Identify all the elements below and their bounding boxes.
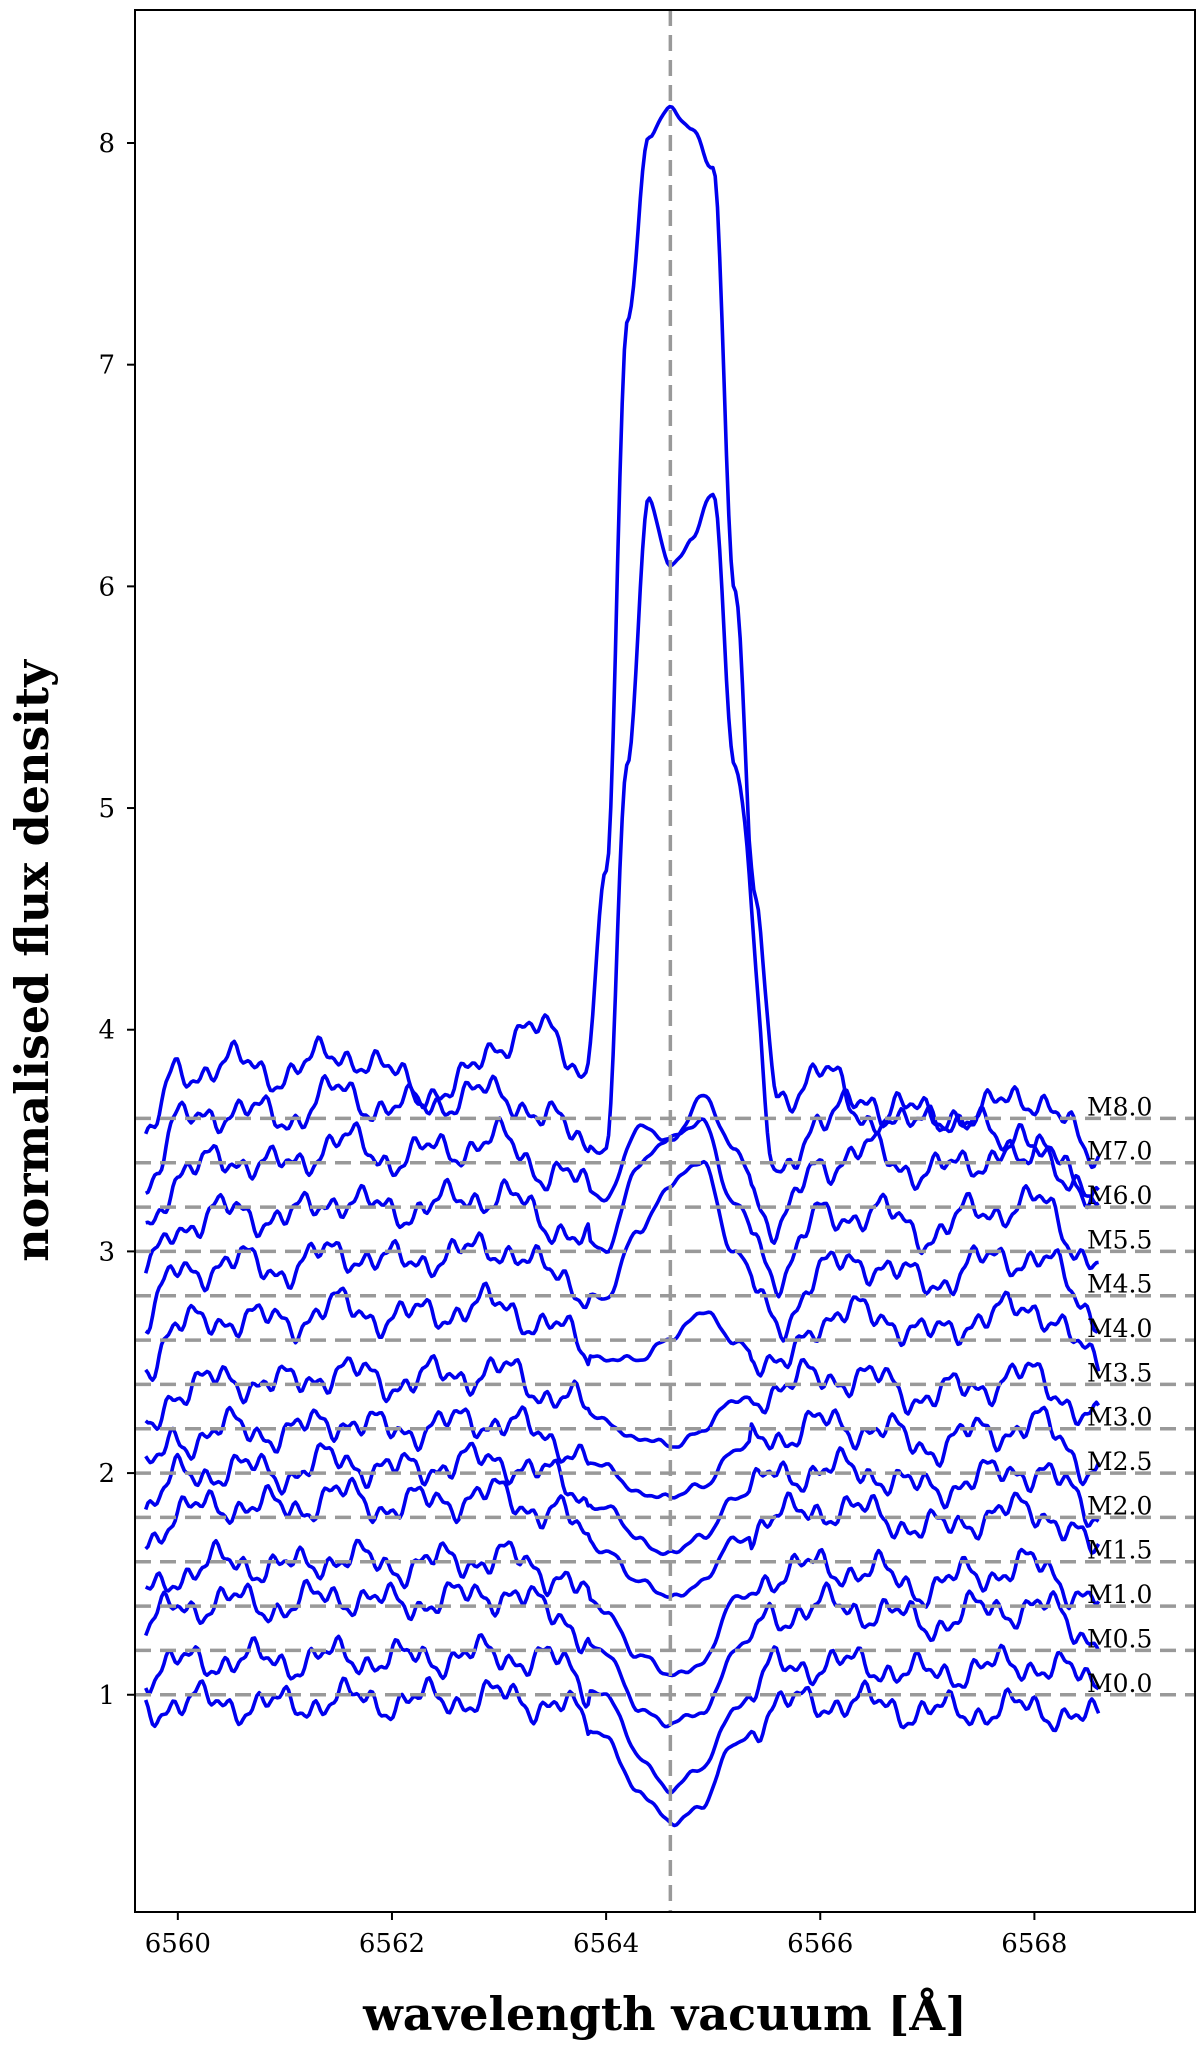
y-tick-label: 1 <box>98 1681 115 1711</box>
series-label-m6-0: M6.0 <box>1087 1181 1152 1210</box>
x-tick-label: 6564 <box>573 1929 639 1959</box>
series-label-m4-5: M4.5 <box>1087 1270 1152 1299</box>
series-layer <box>143 104 1101 1828</box>
series-label-m2-5: M2.5 <box>1087 1447 1152 1476</box>
spectrum-line-m3-0 <box>144 1405 1101 1500</box>
y-axis-label: normalised flux density <box>5 659 59 1262</box>
x-tick-label: 6566 <box>787 1929 853 1959</box>
series-labels-layer: M0.0 M0.5 M1.0 M1.5 M2.0 M2.5 M3.0 M3.5 M4.0 M4.5… <box>1087 1092 1152 1697</box>
offset-lines-layer <box>135 1116 1195 1697</box>
spectrum-line-m7-0 <box>144 492 1101 1195</box>
y-tick-label: 4 <box>98 1016 115 1046</box>
y-tick-label: 8 <box>98 129 115 159</box>
y-tick-label: 7 <box>98 351 115 381</box>
axes-frame <box>134 9 1196 1913</box>
spectrum-line-m0-0 <box>143 1676 1101 1828</box>
x-tick-label: 6562 <box>359 1929 425 1959</box>
series-label-m5-5: M5.5 <box>1087 1225 1152 1254</box>
series-label-m0-5: M0.5 <box>1087 1624 1152 1653</box>
series-label-m1-5: M1.5 <box>1087 1536 1152 1565</box>
spectrum-line-m0-5 <box>144 1633 1100 1795</box>
series-label-m4-0: M4.0 <box>1087 1314 1152 1343</box>
spectrum-line-m8-0 <box>144 104 1100 1210</box>
x-axis-label: wavelength vacuum [Å] <box>362 1986 967 2041</box>
y-tick-label: 5 <box>98 794 115 824</box>
series-label-m8-0: M8.0 <box>1087 1092 1152 1121</box>
spectrum-line-m3-5 <box>144 1354 1101 1449</box>
series-label-m3-0: M3.0 <box>1087 1403 1152 1432</box>
y-tick-label: 2 <box>98 1459 115 1489</box>
spectrum-line-m1-0 <box>144 1578 1101 1729</box>
series-label-m7-0: M7.0 <box>1087 1137 1152 1166</box>
spectrum-line-m4-5 <box>144 1159 1100 1343</box>
series-label-m3-5: M3.5 <box>1087 1358 1152 1387</box>
x-tick-label: 6568 <box>1001 1929 1067 1959</box>
y-tick-label: 3 <box>98 1237 115 1267</box>
ticks-layer: 6560 6562 6564 6566 6568 1 2 3 4 5 6 7 8 <box>98 129 1067 1959</box>
spectrum-line-m1-5 <box>144 1538 1101 1678</box>
spectrum-line-m4-0 <box>144 1281 1101 1382</box>
x-tick-label: 6560 <box>145 1929 211 1959</box>
spectrum-line-m2-5 <box>143 1441 1100 1557</box>
series-label-m1-0: M1.0 <box>1087 1580 1152 1609</box>
series-label-m2-0: M2.0 <box>1087 1491 1152 1520</box>
series-label-m0-0: M0.0 <box>1087 1669 1152 1698</box>
y-tick-label: 6 <box>98 572 115 602</box>
